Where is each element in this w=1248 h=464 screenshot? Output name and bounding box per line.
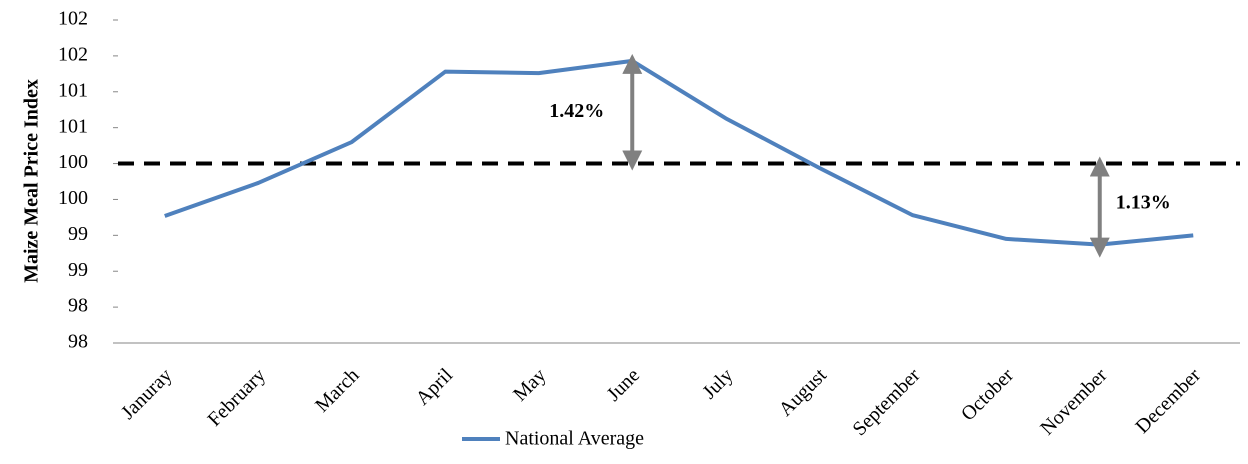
y-tick-label: 99 <box>68 259 88 281</box>
y-tick-label: 102 <box>58 43 88 65</box>
x-tick-label: September <box>848 364 924 440</box>
x-tick-label: October <box>957 364 1018 425</box>
y-tick-label: 101 <box>58 115 88 137</box>
x-tick-label: July <box>698 364 737 403</box>
x-tick-label: June <box>603 364 645 406</box>
x-tick-label: November <box>1036 364 1111 439</box>
annotation: 1.42% <box>549 100 604 122</box>
y-tick-label: 98 <box>68 295 88 317</box>
x-tick-label: August <box>775 364 832 421</box>
x-tick-label: May <box>509 364 550 405</box>
y-tick-label: 98 <box>68 331 88 353</box>
x-tick-label: February <box>203 364 270 431</box>
y-tick-label: 101 <box>58 79 88 101</box>
y-tick-label: 100 <box>58 187 88 209</box>
x-tick-label: April <box>412 364 458 410</box>
data-line <box>164 58 1194 247</box>
y-tick-label: 100 <box>58 151 88 173</box>
annotation: 1.13% <box>1116 192 1171 214</box>
x-tick-label: Januray <box>117 364 177 424</box>
legend-label: National Average <box>505 428 644 450</box>
y-tick-label: 99 <box>68 223 88 245</box>
y-tick-label: 102 <box>58 8 88 30</box>
x-tick-label: March <box>311 364 363 416</box>
x-tick-label: December <box>1131 364 1205 438</box>
y-axis-title: Maize Meal Price Index <box>21 79 43 283</box>
